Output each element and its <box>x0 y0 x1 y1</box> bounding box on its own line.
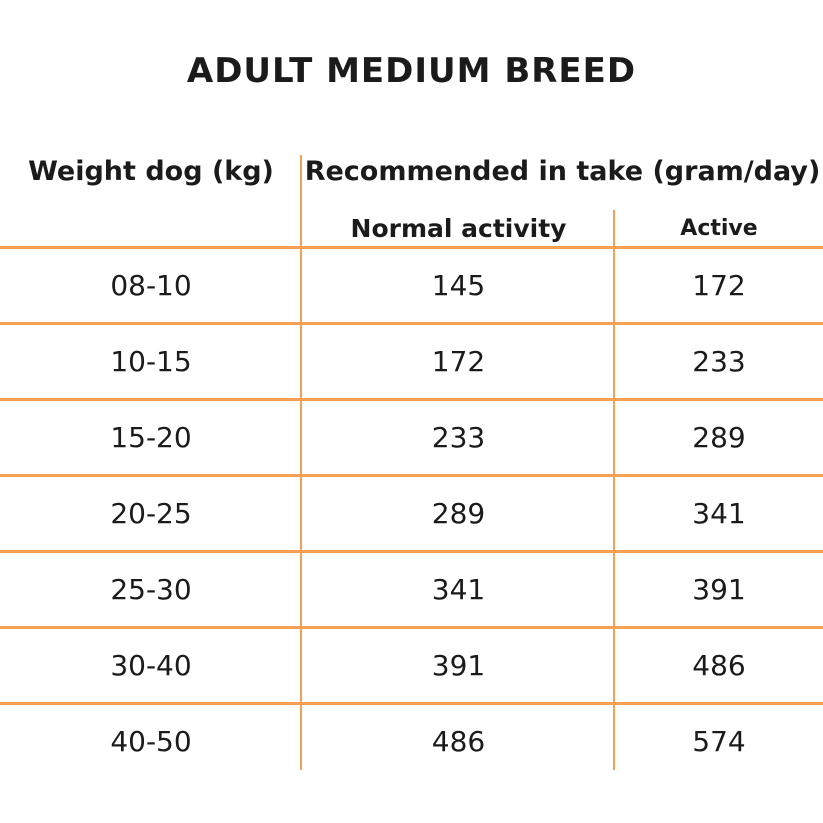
weight-range-cell: 10-15 <box>110 345 192 378</box>
normal-activity-cell: 289 <box>431 497 486 530</box>
weight-range-cell: 20-25 <box>110 497 192 530</box>
table-row: 10-15 172 233 <box>0 322 823 398</box>
table-subheader-row: Normal activity Active <box>0 210 823 246</box>
weight-range-cell: 40-50 <box>110 725 192 758</box>
column-header-active: Active <box>680 215 758 241</box>
active-cell: 391 <box>692 573 746 606</box>
vertical-divider-normal-active <box>613 210 615 770</box>
weight-range-cell: 08-10 <box>110 269 192 302</box>
table-row: 08-10 145 172 <box>0 246 823 322</box>
table-row: 15-20 233 289 <box>0 398 823 474</box>
column-header-normal-activity: Normal activity <box>350 213 567 243</box>
normal-activity-cell: 145 <box>431 269 486 302</box>
active-cell: 172 <box>692 269 746 302</box>
weight-range-cell: 30-40 <box>110 649 192 682</box>
active-cell: 341 <box>692 497 746 530</box>
table-header-row: Weight dog (kg) Recommended in take (gra… <box>0 155 823 210</box>
weight-range-cell: 25-30 <box>110 573 192 606</box>
normal-activity-cell: 486 <box>431 725 486 758</box>
weight-range-cell: 15-20 <box>110 421 192 454</box>
active-cell: 289 <box>692 421 746 454</box>
normal-activity-cell: 341 <box>431 573 486 606</box>
table-row: 25-30 341 391 <box>0 550 823 626</box>
table-row: 20-25 289 341 <box>0 474 823 550</box>
subheader-spacer <box>0 210 302 246</box>
feeding-table: Weight dog (kg) Recommended in take (gra… <box>0 155 823 778</box>
normal-activity-cell: 391 <box>431 649 486 682</box>
normal-activity-cell: 172 <box>431 345 486 378</box>
vertical-divider-weight-intake <box>300 155 302 770</box>
active-cell: 233 <box>692 345 746 378</box>
column-group-header-intake: Recommended in take (gram/day) <box>304 156 821 187</box>
table-row: 30-40 391 486 <box>0 626 823 702</box>
normal-activity-cell: 233 <box>431 421 486 454</box>
column-header-weight: Weight dog (kg) <box>28 156 274 187</box>
active-cell: 574 <box>692 725 746 758</box>
active-cell: 486 <box>692 649 746 682</box>
page-title: ADULT MEDIUM BREED <box>186 51 637 91</box>
table-row: 40-50 486 574 <box>0 702 823 778</box>
